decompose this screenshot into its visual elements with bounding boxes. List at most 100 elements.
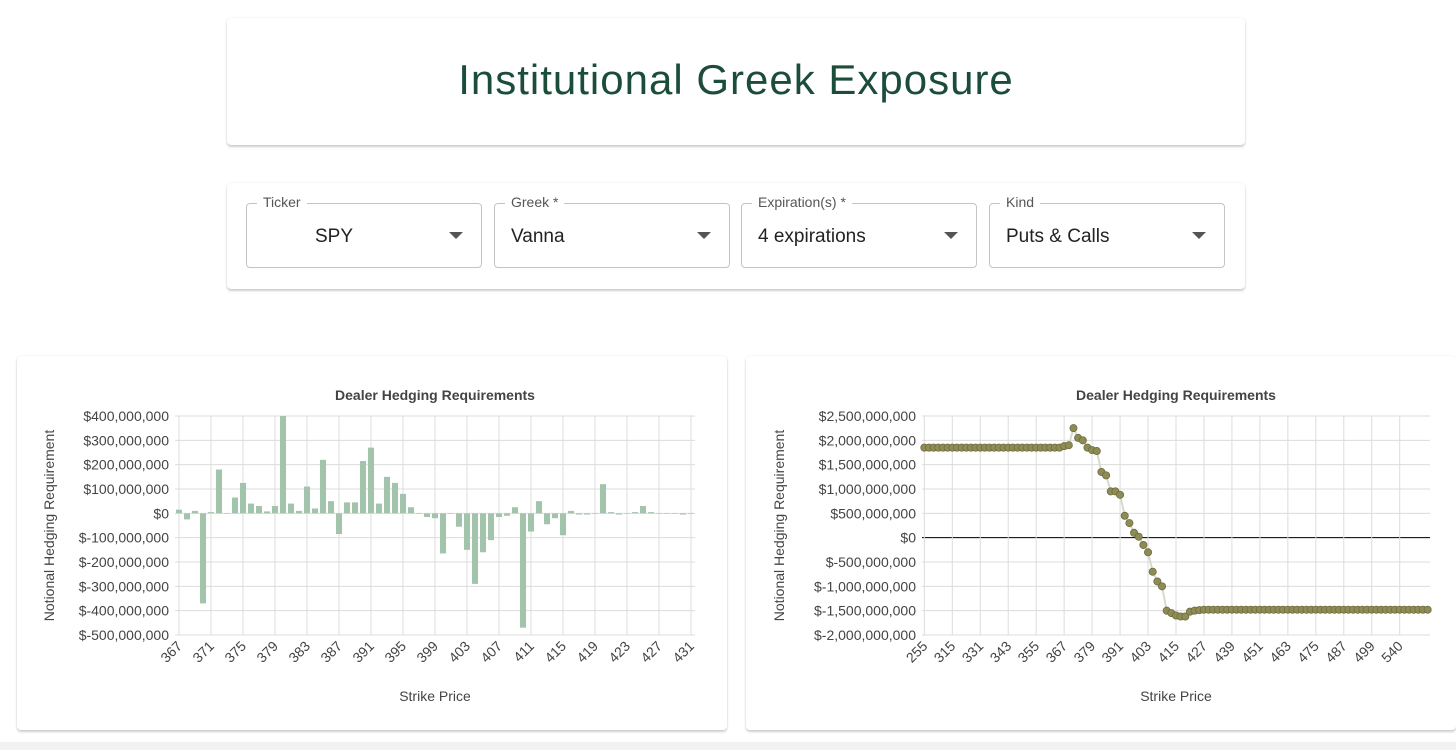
bar [175, 509, 183, 514]
bar [471, 513, 479, 584]
x-tick-label: 403 [445, 638, 473, 666]
x-tick-label: 379 [253, 638, 281, 666]
bar [383, 476, 391, 514]
x-tick-label: 423 [605, 638, 633, 666]
select-value: Puts & Calls [1006, 226, 1110, 247]
x-tick-label: 427 [637, 638, 665, 666]
y-tick-label: $-1,500,000,000 [814, 603, 916, 619]
dropdown-arrow [1192, 232, 1206, 239]
bar [615, 513, 623, 515]
bar [543, 513, 551, 525]
select-field[interactable]: Kind Puts & Calls [989, 194, 1225, 268]
x-tick-label: 391 [1098, 638, 1126, 666]
bar [351, 502, 359, 514]
x-tick-label: 411 [510, 638, 537, 665]
arrow-icon [1192, 232, 1206, 239]
point [1158, 582, 1167, 591]
bar [535, 501, 543, 514]
bar [511, 507, 519, 514]
y-tick-label: $200,000,000 [83, 457, 169, 473]
select-field[interactable]: Expiration(s) * 4 expirations [741, 194, 977, 268]
point [1069, 424, 1078, 433]
bar [503, 513, 511, 516]
select-value: SPY [315, 226, 354, 247]
x-tick-label: 371 [189, 638, 217, 666]
point [1423, 605, 1432, 614]
bar [335, 513, 343, 535]
point [1144, 548, 1153, 557]
bar [639, 506, 647, 514]
y-tick-label: $0 [900, 530, 916, 546]
y-tick-label: $1,000,000,000 [819, 481, 917, 497]
bar [447, 513, 455, 514]
x-tick-label: 387 [317, 638, 345, 666]
point [1134, 532, 1143, 541]
x-tick-label: 487 [1322, 638, 1350, 666]
bar [679, 513, 687, 515]
bar [207, 512, 215, 514]
y-tick-label: $2,000,000,000 [819, 432, 917, 448]
bar [631, 512, 639, 514]
bar [223, 513, 231, 514]
x-tick-label: 403 [1126, 638, 1154, 666]
chart: Dealer Hedging Requirements Strike Price N… [41, 387, 697, 704]
y-tick-label: $-1,000,000,000 [814, 578, 916, 594]
bar [343, 502, 351, 514]
x-tick-label: 399 [413, 638, 441, 666]
x-tick-label: 439 [1210, 638, 1238, 666]
x-tick-label: 391 [349, 638, 377, 666]
point [1153, 577, 1162, 586]
bar [607, 512, 615, 514]
x-tick-label: 475 [1294, 638, 1322, 666]
bar [495, 513, 503, 517]
select-label: Ticker [257, 194, 307, 210]
select-field[interactable]: Ticker SPY [246, 194, 482, 268]
controls-card: Ticker SPY Greek * Vanna Expiration(s) * 4 ex… [227, 183, 1245, 289]
y-tick-label: $0 [153, 505, 169, 521]
x-tick-label: 375 [221, 638, 249, 666]
y-tick-label: $-500,000,000 [826, 554, 917, 570]
bar [359, 461, 367, 514]
point [1064, 441, 1073, 450]
bar [671, 513, 679, 514]
arrow-icon [944, 232, 958, 239]
header-card: Institutional Greek Exposure [227, 18, 1245, 145]
bar [479, 513, 487, 553]
bar [375, 503, 383, 514]
bar [303, 486, 311, 514]
dropdown-arrow [944, 232, 958, 239]
bar [191, 510, 199, 514]
bar [623, 513, 631, 514]
point [1139, 540, 1148, 549]
x-tick-label: 331 [959, 638, 987, 666]
bar [183, 513, 191, 520]
page-title: Institutional Greek Exposure [458, 56, 1014, 103]
x-tick-label: 395 [381, 638, 409, 666]
bar [439, 513, 447, 554]
select-field[interactable]: Greek * Vanna [494, 194, 730, 268]
bar [319, 459, 327, 514]
select-value: Vanna [511, 226, 565, 247]
bar [367, 447, 375, 514]
chart: Dealer Hedging Requirements Strike Price N… [771, 387, 1432, 704]
y-tick-label: $400,000,000 [83, 408, 169, 424]
bar [263, 511, 271, 514]
x-tick-label: 407 [477, 638, 505, 666]
bar [407, 507, 415, 514]
bar [487, 513, 495, 541]
arrow-icon [697, 232, 711, 239]
y-tick-label: $300,000,000 [83, 432, 169, 448]
chart-card: Dealer Hedging Requirements Strike Price N… [746, 356, 1456, 730]
y-axis-label: Notional Hedging Requirement [41, 430, 57, 622]
point [1102, 471, 1111, 480]
bar [415, 513, 423, 514]
bar [215, 469, 223, 514]
point [1125, 519, 1134, 528]
y-tick-label: $-2,000,000,000 [814, 627, 916, 643]
select-value: 4 expirations [758, 226, 866, 247]
bar [687, 513, 695, 514]
x-tick-label: 431 [669, 638, 697, 666]
dropdown-arrow [697, 232, 711, 239]
bar [255, 506, 263, 514]
bar [295, 510, 303, 514]
